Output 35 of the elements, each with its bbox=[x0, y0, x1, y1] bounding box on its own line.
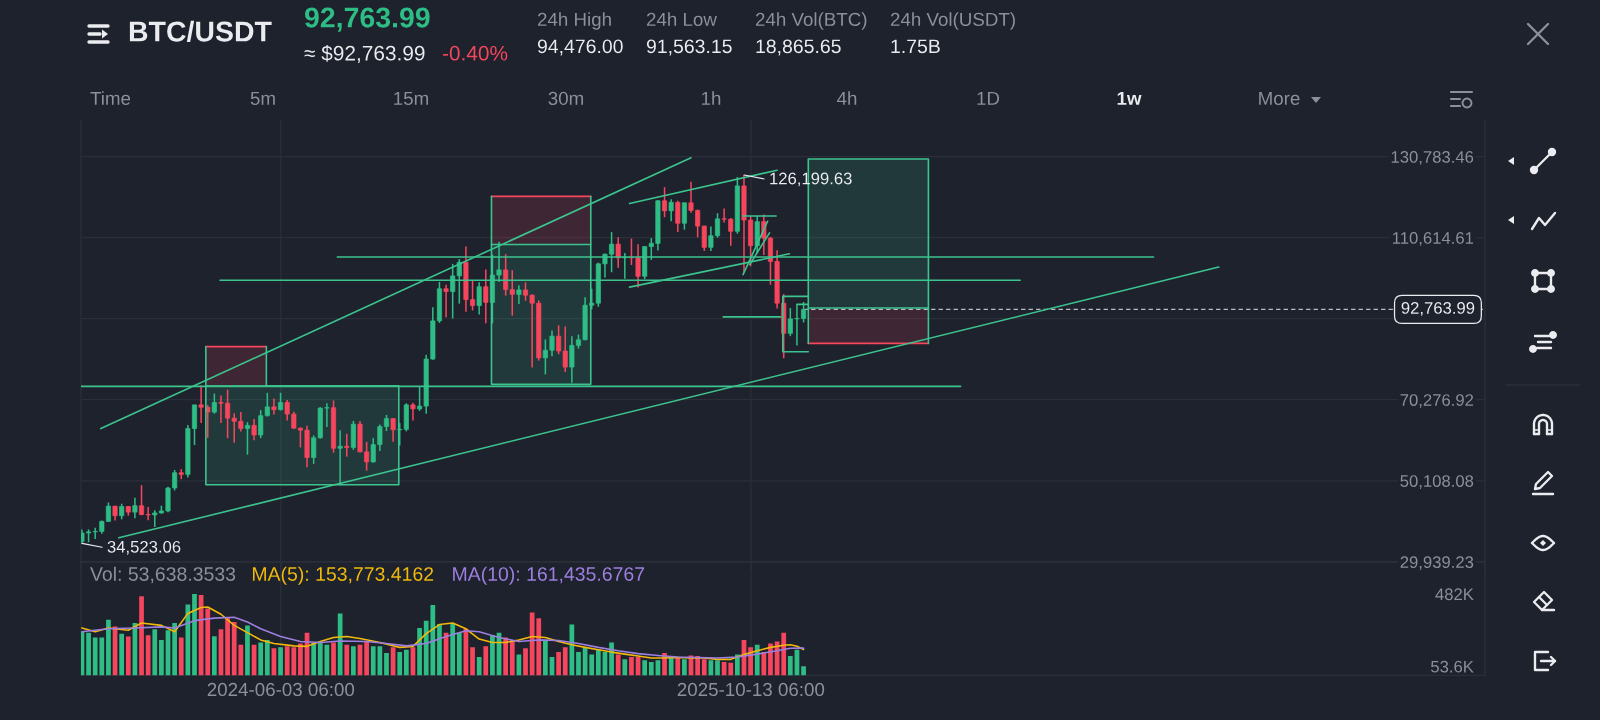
text: 24h Vol(BTC) bbox=[755, 12, 867, 30]
text: 24h Low bbox=[646, 12, 717, 27]
text: 1D bbox=[977, 91, 1000, 105]
annotation: Vol: 53,638.3533 bbox=[90, 566, 236, 584]
annotation: 34,523.06 bbox=[107, 540, 181, 555]
text: 24h Vol(USDT) bbox=[890, 12, 1015, 30]
text: 24h High bbox=[537, 12, 611, 30]
text: MA(5): 153,773.4162 bbox=[252, 566, 434, 585]
text: 18,865.65 bbox=[756, 39, 841, 56]
text: -0.40% bbox=[442, 45, 508, 61]
text: 94,476.00 bbox=[537, 39, 623, 56]
text: MA(10): 161,435.6767 bbox=[453, 566, 645, 585]
y-tick-label: 130,783.46 bbox=[1391, 151, 1474, 165]
text: 4h bbox=[837, 91, 857, 105]
y-tick-label: 70,276.92 bbox=[1400, 394, 1474, 408]
x-tick-label: 2025-10-13 06:00 bbox=[677, 682, 825, 697]
text: More bbox=[1259, 91, 1300, 106]
text: 30m bbox=[548, 91, 583, 106]
y-tick-label: 53.6K bbox=[1431, 660, 1474, 673]
text: 5m bbox=[250, 91, 275, 106]
chart-title: BTC/USDT bbox=[129, 20, 272, 42]
y-tick-label: 50,108.08 bbox=[1400, 475, 1474, 489]
x-tick-label: 2024-06-03 06:00 bbox=[207, 682, 355, 697]
text: 1.75B bbox=[891, 39, 940, 54]
y-tick-label: 110,614.61 bbox=[1392, 232, 1474, 246]
text: 1h bbox=[702, 91, 721, 105]
text: 91,563.15 bbox=[646, 39, 732, 56]
y-tick-label: 482K bbox=[1435, 588, 1474, 601]
ref-line-label: 92,763.99 bbox=[1401, 302, 1475, 316]
text: 15m bbox=[394, 91, 428, 106]
text: Time bbox=[90, 91, 131, 106]
text: 1w bbox=[1117, 91, 1142, 105]
text: ≈ $92,763.99 bbox=[304, 44, 425, 64]
text: 92,763.99 bbox=[304, 7, 430, 32]
y-tick-label: 29,939.23 bbox=[1400, 556, 1474, 570]
